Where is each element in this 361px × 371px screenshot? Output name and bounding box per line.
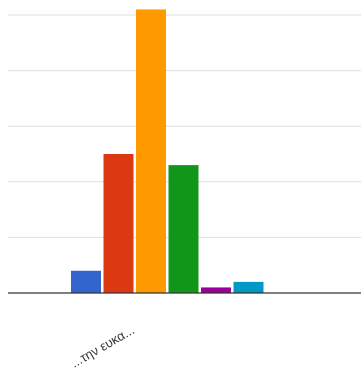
bar-series-2[interactable] (103, 154, 134, 293)
category-label-layer: ...την ευκα... (68, 322, 137, 370)
grid-layer (8, 14, 361, 238)
bar-series-3[interactable] (136, 9, 166, 293)
bar-series-1[interactable] (71, 270, 101, 293)
bar-layer (71, 9, 264, 293)
category-label: ...την ευκα... (68, 322, 137, 370)
bar-series-5[interactable] (201, 287, 231, 293)
bar-series-6[interactable] (233, 281, 264, 293)
bar-series-4[interactable] (168, 165, 199, 293)
